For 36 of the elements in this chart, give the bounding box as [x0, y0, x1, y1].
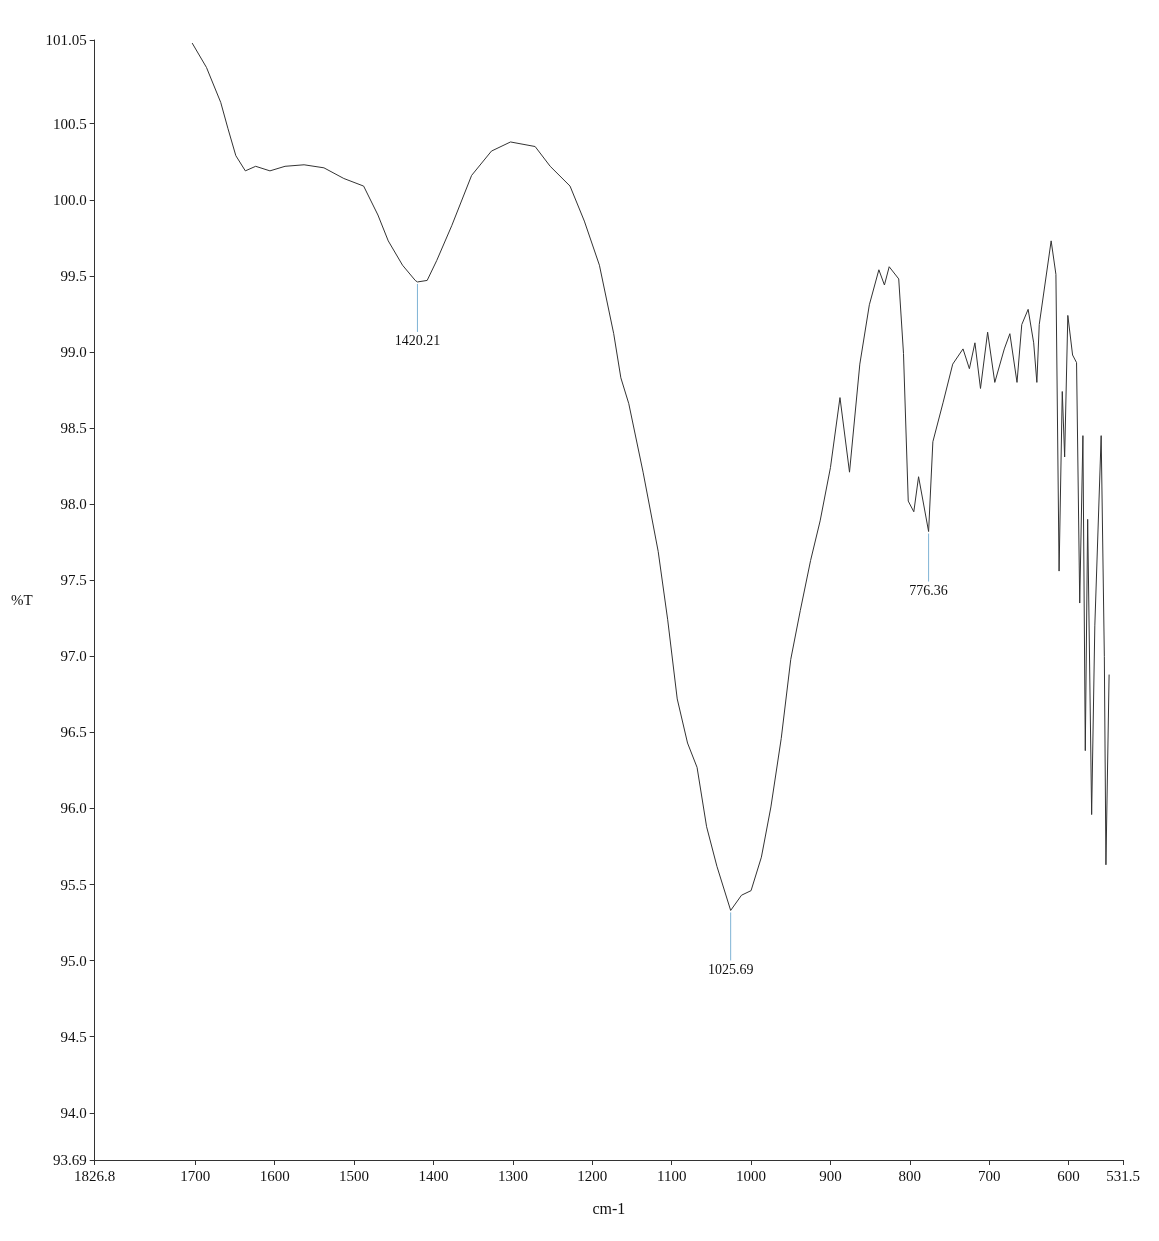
- y-tick-label: 99.5: [60, 267, 87, 284]
- x-tick-label: 700: [977, 1167, 1001, 1184]
- y-tick-label: 96.5: [60, 724, 87, 741]
- y-tick-label: 97.5: [60, 572, 87, 589]
- x-tick-label: 531.5: [1106, 1167, 1140, 1184]
- y-axis-title: %T: [10, 592, 33, 608]
- y-tick-label: 94.0: [60, 1104, 87, 1121]
- annotation: 776.36: [909, 583, 948, 599]
- x-tick-label: 1500: [339, 1167, 370, 1184]
- y-tick-label: 95.0: [60, 952, 87, 969]
- y-tick-label: 96.0: [60, 800, 87, 817]
- x-tick-label: 1200: [577, 1167, 608, 1184]
- line-series: [191, 42, 1110, 911]
- y-tick-label: 93.69: [52, 1152, 87, 1168]
- y-tick-label: 97.0: [60, 648, 87, 665]
- y-tick-label: 98.0: [60, 496, 87, 513]
- y-tick-label: 99.0: [60, 343, 87, 360]
- x-tick-label: 800: [898, 1167, 922, 1184]
- y-tick-label: 98.5: [60, 420, 87, 437]
- x-tick-label: 900: [819, 1167, 842, 1184]
- y-tick-label: 100.5: [52, 115, 87, 132]
- x-tick-label: 600: [1057, 1167, 1080, 1184]
- x-tick-label: 1100: [656, 1167, 687, 1184]
- y-tick-label: 94.5: [60, 1028, 87, 1045]
- y-tick-label: 95.5: [60, 876, 87, 893]
- annotation: 1025.69: [707, 961, 754, 977]
- x-tick-label: 1700: [180, 1167, 211, 1184]
- y-tick-label: 100.0: [52, 191, 87, 208]
- x-tick-label: 1400: [418, 1167, 449, 1184]
- x-tick-label: 1000: [736, 1167, 767, 1184]
- x-tick-label: 1826.8: [74, 1167, 116, 1184]
- x-axis-title: cm-1: [592, 1199, 626, 1217]
- annotation: 1420.21: [394, 333, 441, 349]
- y-tick-label: 101.05: [45, 32, 87, 48]
- x-tick-label: 1300: [497, 1167, 528, 1184]
- x-tick-label: 1600: [259, 1167, 290, 1184]
